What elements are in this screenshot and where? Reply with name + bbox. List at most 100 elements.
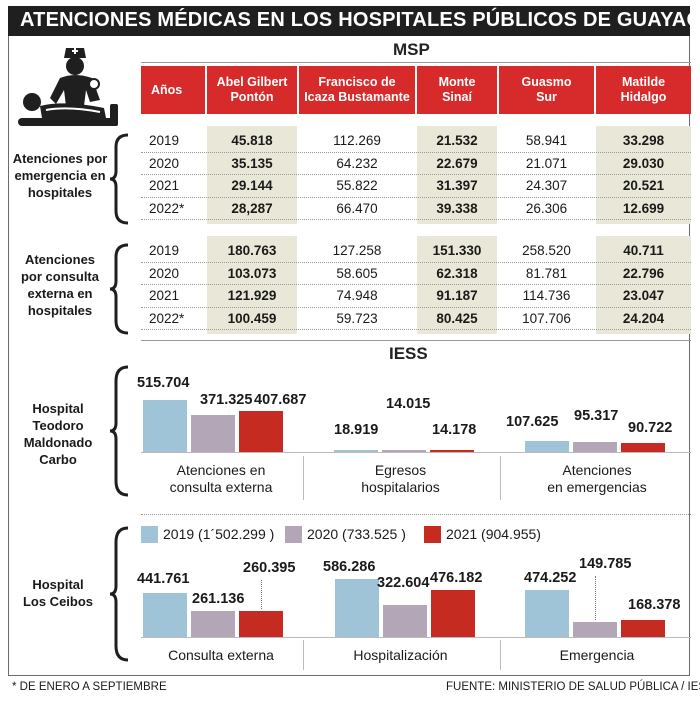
legend-swatch-0 bbox=[141, 526, 158, 543]
emergency-cell: 21.532 bbox=[436, 133, 478, 148]
emergency-cell: 28,287 bbox=[231, 200, 273, 216]
external-row-line bbox=[141, 261, 691, 263]
external-cell: 258.520 bbox=[522, 243, 571, 258]
label-ceibos-line: Los Ceibos bbox=[22, 594, 94, 609]
iess-section-label: IESS bbox=[389, 344, 428, 363]
external-cell: 23.047 bbox=[622, 288, 665, 303]
label-teodoro: Hospital Teodoro Maldonado Carbo bbox=[8, 400, 108, 468]
category-label: Atenciones en consulta externa bbox=[141, 462, 301, 496]
msp-header-text: Francisco de Icaza Bustamante bbox=[304, 75, 410, 105]
bar-2019 bbox=[143, 593, 187, 637]
external-cell: 151.330 bbox=[432, 243, 482, 258]
value-label-2019: 474.252 bbox=[524, 570, 577, 586]
value-label-2021: 260.395 bbox=[243, 560, 296, 576]
emergency-cell: 35.135 bbox=[231, 155, 273, 171]
msp-header-line: Matilde bbox=[621, 75, 666, 89]
external-cell: 121.929 bbox=[227, 288, 277, 303]
value-label-2021: 14.178 bbox=[432, 422, 477, 438]
category-line: Emergencia bbox=[559, 647, 635, 663]
bar-2021 bbox=[430, 450, 474, 452]
value-label-2021: 90.722 bbox=[628, 420, 673, 436]
msp-header-text: Años bbox=[151, 83, 182, 98]
category-line: Atenciones en bbox=[176, 462, 266, 478]
leader-line bbox=[261, 580, 262, 610]
emergency-year-1: 2020 bbox=[149, 155, 180, 171]
chart-baseline bbox=[141, 637, 691, 638]
external-row-line bbox=[141, 284, 691, 285]
msp-header-1: Abel Gilbert Pontón bbox=[207, 66, 297, 114]
msp-header-text: Monte Sinaí bbox=[439, 75, 476, 105]
msp-header-line: Sur bbox=[536, 90, 557, 104]
label-teodoro-line: Hospital bbox=[32, 401, 84, 416]
emergency-year-2: 2021 bbox=[149, 178, 180, 193]
bar-2019 bbox=[143, 400, 187, 452]
shade-col-3-external bbox=[417, 236, 497, 334]
chart-divider-1 bbox=[500, 456, 501, 500]
msp-header-0: Años bbox=[141, 66, 205, 114]
emergency-cell: 29.144 bbox=[231, 178, 273, 193]
value-label-2020: 322.604 bbox=[377, 575, 430, 591]
external-row-line bbox=[141, 306, 691, 308]
category-label: Egresos hospitalarios bbox=[308, 462, 493, 496]
nurse-patient-icon bbox=[18, 48, 118, 126]
emergency-row-line bbox=[141, 174, 691, 175]
bracket-ceibos bbox=[109, 526, 129, 662]
chart-baseline bbox=[141, 452, 691, 453]
external-cell: 91.187 bbox=[436, 288, 478, 303]
label-teodoro-line: Carbo bbox=[39, 452, 77, 467]
category-line: Atenciones bbox=[562, 462, 632, 478]
msp-header-4: Guasmo Sur bbox=[499, 66, 594, 114]
bracket-emergency bbox=[109, 133, 129, 225]
label-ceibos: Hospital Los Ceibos bbox=[8, 576, 108, 610]
emergency-cell: 55.822 bbox=[336, 178, 378, 193]
emergency-cell: 20.521 bbox=[622, 178, 665, 193]
value-label-2019: 107.625 bbox=[506, 414, 559, 430]
msp-header-line: Años bbox=[151, 82, 183, 97]
bar-2019 bbox=[335, 579, 379, 637]
value-label-2020: 149.785 bbox=[579, 556, 632, 572]
external-cell: 100.459 bbox=[227, 310, 277, 326]
label-emergency: Atenciones por emergencia en hospitales bbox=[8, 150, 112, 201]
shade-col-3-emergency bbox=[417, 126, 497, 224]
page-title: ATENCIONES MÉDICAS EN LOS HOSPITALES PÚB… bbox=[8, 6, 700, 36]
bar-2019 bbox=[334, 450, 378, 452]
emergency-row-line bbox=[141, 219, 691, 220]
external-year-3: 2022* bbox=[149, 310, 185, 326]
iess-mid-rule bbox=[141, 514, 691, 515]
bracket-teodoro bbox=[109, 365, 129, 497]
label-emergency-line: Atenciones por bbox=[12, 151, 108, 166]
footnote-period: * DE ENERO A SEPTIEMBRE bbox=[12, 681, 167, 693]
category-label: Consulta externa bbox=[141, 647, 301, 664]
label-external-line: Atenciones bbox=[24, 252, 96, 267]
msp-header-line: Abel Gilbert bbox=[216, 75, 288, 89]
external-year-0: 2019 bbox=[149, 243, 180, 258]
shade-col-1-external bbox=[207, 236, 297, 334]
bar-2020 bbox=[191, 611, 235, 637]
emergency-cell: 66.470 bbox=[336, 200, 378, 216]
msp-header-line: Monte bbox=[438, 75, 476, 89]
msp-header-2: Francisco de Icaza Bustamante bbox=[299, 66, 415, 114]
value-label-2019: 18.919 bbox=[334, 422, 379, 438]
label-external-line: por consulta bbox=[20, 269, 99, 284]
external-cell: 114.736 bbox=[522, 288, 571, 303]
label-external: Atenciones por consulta externa en hospital… bbox=[8, 251, 112, 319]
msp-section-label: MSP bbox=[393, 40, 430, 59]
bar-2021 bbox=[239, 611, 283, 637]
emergency-cell: 64.232 bbox=[336, 155, 378, 171]
label-external-line: hospitales bbox=[27, 303, 93, 318]
category-label: Atenciones en emergencias bbox=[503, 462, 691, 496]
emergency-cell: 24.307 bbox=[525, 178, 568, 193]
category-label: Hospitalización bbox=[308, 647, 493, 664]
external-cell: 62.318 bbox=[436, 265, 478, 281]
bracket-external bbox=[109, 243, 129, 335]
external-cell: 74.948 bbox=[336, 288, 378, 303]
bar-2021 bbox=[239, 410, 283, 452]
category-line: hospitalarios bbox=[361, 479, 440, 495]
bar-2019 bbox=[525, 441, 569, 452]
emergency-cell: 58.941 bbox=[525, 133, 568, 148]
emergency-cell: 29.030 bbox=[622, 155, 665, 171]
legend-swatch-1 bbox=[285, 526, 302, 543]
emergency-cell: 31.397 bbox=[436, 178, 478, 193]
bar-2020 bbox=[383, 605, 427, 637]
category-line: consulta externa bbox=[169, 479, 273, 495]
